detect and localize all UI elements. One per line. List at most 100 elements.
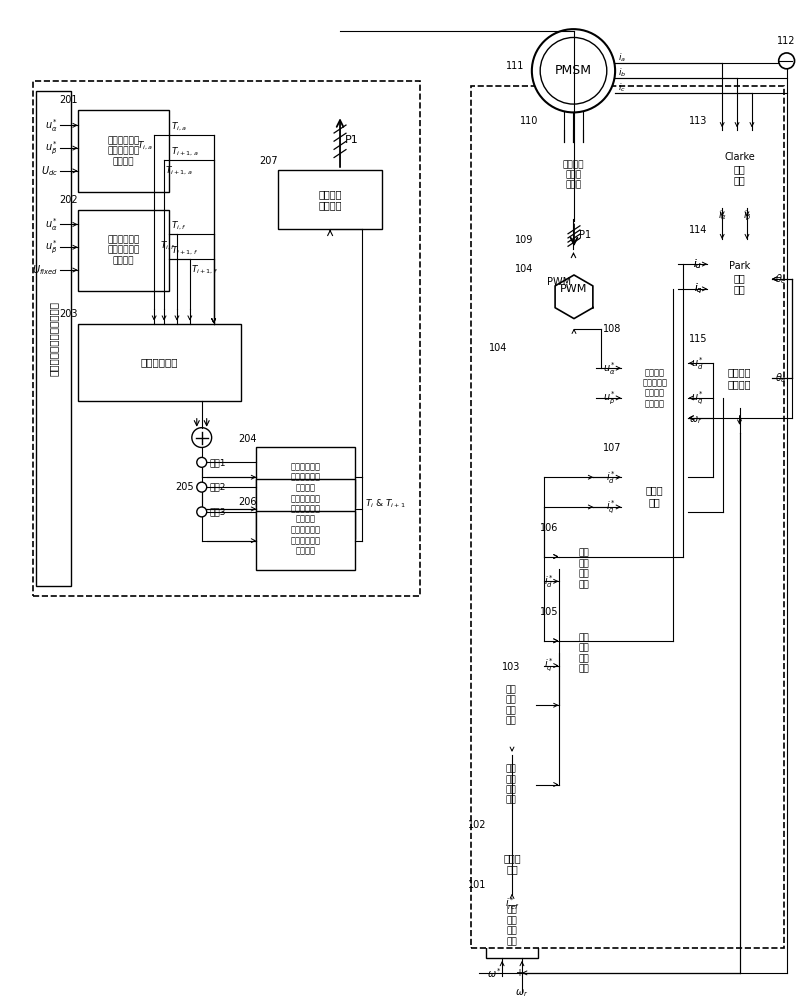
Circle shape bbox=[191, 428, 211, 447]
Text: 二号
乘法
运算
单元: 二号 乘法 运算 单元 bbox=[505, 764, 517, 805]
Text: 108: 108 bbox=[602, 324, 621, 334]
Text: 110: 110 bbox=[521, 116, 539, 126]
Text: $i_d^*$: $i_d^*$ bbox=[544, 573, 553, 590]
Text: $i_\alpha$: $i_\alpha$ bbox=[718, 209, 727, 222]
Text: 105: 105 bbox=[540, 607, 558, 617]
Bar bbox=[621, 457, 689, 535]
Bar bbox=[36, 91, 70, 586]
Text: 107: 107 bbox=[602, 443, 621, 453]
Circle shape bbox=[197, 457, 207, 467]
Bar bbox=[486, 834, 537, 894]
Text: 四号基本电压
矢量作用时间
运算单元: 四号基本电压 矢量作用时间 运算单元 bbox=[291, 494, 321, 524]
Text: PWM: PWM bbox=[547, 277, 571, 287]
Text: 106: 106 bbox=[540, 523, 558, 533]
Text: $u_d^*$: $u_d^*$ bbox=[691, 355, 705, 372]
Circle shape bbox=[532, 29, 615, 112]
Text: 电流调
节器: 电流调 节器 bbox=[646, 485, 663, 507]
Text: PWM: PWM bbox=[560, 284, 588, 294]
Text: 205: 205 bbox=[175, 482, 194, 492]
Text: $\omega^*$: $\omega^*$ bbox=[487, 966, 502, 980]
Text: 203: 203 bbox=[59, 309, 78, 319]
Text: $u_\alpha^*$: $u_\alpha^*$ bbox=[45, 216, 58, 233]
Text: 101: 101 bbox=[468, 880, 486, 890]
Circle shape bbox=[197, 507, 207, 517]
Text: $i_{ref}^*$: $i_{ref}^*$ bbox=[505, 895, 520, 912]
Bar bbox=[537, 249, 611, 329]
Text: $\theta_e$: $\theta_e$ bbox=[775, 272, 787, 286]
Text: 二号
减法
运算
单元: 二号 减法 运算 单元 bbox=[578, 633, 589, 673]
Circle shape bbox=[197, 482, 207, 492]
Text: $i_a$: $i_a$ bbox=[618, 52, 626, 64]
Text: $u_\beta^*$: $u_\beta^*$ bbox=[45, 239, 58, 256]
Bar bbox=[486, 675, 536, 735]
Text: 201: 201 bbox=[59, 95, 78, 105]
Text: $u_\beta^*$: $u_\beta^*$ bbox=[45, 139, 58, 157]
Text: 转速位置
计算单元: 转速位置 计算单元 bbox=[728, 367, 751, 389]
Bar bbox=[278, 170, 382, 229]
Text: 202: 202 bbox=[59, 195, 78, 205]
Text: $U_{fixed}$: $U_{fixed}$ bbox=[32, 263, 58, 277]
Bar bbox=[707, 239, 771, 317]
Text: $i_d$: $i_d$ bbox=[694, 257, 702, 271]
Text: $\omega_r$: $\omega_r$ bbox=[515, 987, 529, 999]
Bar bbox=[621, 338, 689, 438]
Text: 一号
乘法
运算
单元: 一号 乘法 运算 单元 bbox=[505, 685, 517, 725]
Bar bbox=[256, 447, 356, 507]
Circle shape bbox=[540, 37, 607, 104]
Text: 三相无电
解电容
驱动器: 三相无电 解电容 驱动器 bbox=[563, 160, 584, 190]
Text: 115: 115 bbox=[689, 334, 707, 344]
Bar bbox=[486, 755, 536, 814]
Bar bbox=[471, 86, 783, 948]
Text: 204: 204 bbox=[238, 434, 256, 444]
Text: $T_i$ & $T_{i+1}$: $T_i$ & $T_{i+1}$ bbox=[365, 498, 406, 510]
Text: $i_d$: $i_d$ bbox=[694, 257, 702, 271]
Text: 102: 102 bbox=[468, 820, 486, 830]
Text: 103: 103 bbox=[502, 662, 520, 672]
Text: P1: P1 bbox=[345, 135, 359, 145]
Bar bbox=[707, 348, 771, 408]
Text: Park
变换
单元: Park 变换 单元 bbox=[729, 261, 751, 295]
Text: 脉冲信号
运算单元: 脉冲信号 运算单元 bbox=[318, 189, 342, 210]
Text: Clarke
变换
单元: Clarke 变换 单元 bbox=[724, 152, 755, 186]
Text: 113: 113 bbox=[689, 116, 707, 126]
Text: 206: 206 bbox=[238, 497, 256, 507]
Text: $U_{dc}$: $U_{dc}$ bbox=[41, 164, 58, 178]
Bar bbox=[78, 110, 169, 192]
Text: $T_{i,f}$: $T_{i,f}$ bbox=[171, 220, 187, 232]
Text: 两相旋转
坐标到两相
静止坐标
变换单元: 两相旋转 坐标到两相 静止坐标 变换单元 bbox=[642, 368, 667, 408]
Text: 条件3: 条件3 bbox=[210, 507, 226, 516]
Text: $T_{i+1,a}$: $T_{i+1,a}$ bbox=[171, 146, 199, 158]
Text: 104: 104 bbox=[514, 264, 533, 274]
Text: 111: 111 bbox=[505, 61, 524, 71]
Text: $T_{i+1,a}$: $T_{i+1,a}$ bbox=[165, 165, 193, 177]
Text: $i_q$: $i_q$ bbox=[694, 282, 702, 296]
Bar bbox=[539, 130, 608, 219]
Text: $\omega_r$: $\omega_r$ bbox=[689, 414, 702, 426]
Bar bbox=[256, 511, 356, 570]
Text: $\!+$: $\!+$ bbox=[515, 967, 525, 978]
Circle shape bbox=[779, 53, 795, 69]
Text: 109: 109 bbox=[514, 235, 533, 245]
Bar bbox=[558, 621, 608, 685]
Text: $T_{i,a}$: $T_{i,a}$ bbox=[137, 140, 153, 152]
Text: $i_q$: $i_q$ bbox=[694, 282, 702, 296]
Text: 条件1: 条件1 bbox=[210, 458, 226, 467]
Text: 三号
减法
运算
单元: 三号 减法 运算 单元 bbox=[578, 549, 589, 589]
Text: $u_\alpha^*$: $u_\alpha^*$ bbox=[603, 360, 616, 377]
Text: 112: 112 bbox=[777, 36, 796, 46]
Text: $T_{i+1,f}$: $T_{i+1,f}$ bbox=[191, 264, 218, 276]
Text: P1: P1 bbox=[579, 230, 591, 240]
Bar bbox=[78, 210, 169, 291]
Text: $T_{i+1,f}$: $T_{i+1,f}$ bbox=[171, 245, 199, 257]
Text: 五号基本电压
矢量作用时间
运算单元: 五号基本电压 矢量作用时间 运算单元 bbox=[291, 526, 321, 556]
Text: $i_\beta$: $i_\beta$ bbox=[743, 208, 751, 223]
Text: $u_q^*$: $u_q^*$ bbox=[691, 389, 705, 407]
Text: 207: 207 bbox=[260, 156, 278, 166]
Bar bbox=[486, 894, 537, 958]
Bar bbox=[256, 479, 356, 539]
Text: $i_q^*$: $i_q^*$ bbox=[606, 498, 616, 516]
Text: 最优化电压边界过调制策略: 最优化电压边界过调制策略 bbox=[49, 301, 58, 376]
Text: $T_{i,f}$: $T_{i,f}$ bbox=[160, 239, 176, 252]
Text: $i_q^*$: $i_q^*$ bbox=[544, 657, 553, 674]
Bar bbox=[533, 246, 614, 331]
